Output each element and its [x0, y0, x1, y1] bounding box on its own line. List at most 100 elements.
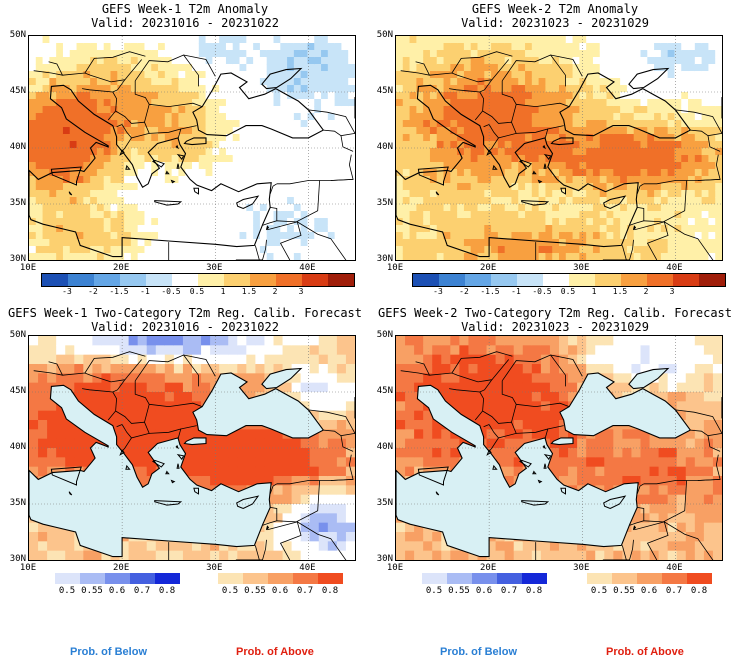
prob-swatch [587, 573, 612, 584]
colorbar-swatch [491, 274, 517, 286]
colorbar-label: -0.5 [532, 287, 552, 296]
colorbar-swatch [413, 274, 439, 286]
prob-swatch [522, 573, 547, 584]
prob-swatch [687, 573, 712, 584]
panel-valid-dates: Valid: 20231023 - 20231029 [461, 16, 649, 30]
colorbar-label: 1 [591, 287, 597, 296]
prob-swatch [55, 573, 80, 584]
lat-label: 35N [9, 198, 26, 208]
legend-prob-below: Prob. of Below [70, 646, 147, 658]
prob-label: 0.55 [81, 586, 103, 596]
coastlines [396, 67, 722, 260]
colorbar-swatch [198, 274, 224, 286]
colorbar-swatch [146, 274, 172, 286]
prob-swatch [155, 573, 180, 584]
prob-label: 0.7 [133, 586, 151, 596]
country-borders [33, 51, 355, 260]
prob-label: 0.5 [590, 586, 608, 596]
colorbar-label: 2 [643, 287, 649, 296]
colorbar-label: 3 [298, 287, 304, 296]
colorbar-label: -1 [511, 287, 521, 296]
coastlines [29, 67, 355, 260]
lat-label: 35N [9, 498, 26, 508]
prob-swatch [662, 573, 687, 584]
lat-label: 45N [9, 86, 26, 96]
prob-swatch [130, 573, 155, 584]
lon-label: 30E [573, 563, 590, 573]
prob-swatch [218, 573, 243, 584]
prob-swatch [318, 573, 343, 584]
colorbar-label: 0.5 [560, 287, 576, 296]
prob-above-bar [587, 573, 712, 584]
panel-week2-anomaly: GEFS Week-2 T2m Anomaly Valid: 20231023 … [370, 0, 740, 300]
prob-below-bar [422, 573, 547, 584]
colorbar-label: 1.5 [612, 287, 628, 296]
colorbar-swatch [328, 274, 354, 286]
colorbar-label: 1.5 [241, 287, 257, 296]
lon-label: 30E [206, 263, 223, 273]
prob-swatch [105, 573, 130, 584]
lat-label: 40N [376, 442, 393, 452]
lat-label: 40N [376, 142, 393, 152]
lon-label: 20E [113, 263, 130, 273]
colorbar-label: -3 [433, 287, 443, 296]
lat-label: 40N [9, 142, 26, 152]
map-week2-anomaly [395, 35, 723, 261]
lon-label: 10E [386, 563, 404, 573]
lat-label: 30N [9, 554, 26, 564]
prob-above-bar [218, 573, 343, 584]
lon-label: 40E [666, 263, 683, 273]
colorbar-swatch [595, 274, 621, 286]
colorbar-swatch [224, 274, 250, 286]
colorbar-swatch [673, 274, 699, 286]
prob-swatch [637, 573, 662, 584]
lat-label: 35N [376, 198, 393, 208]
colorbar-swatch [699, 274, 725, 286]
lon-label: 40E [299, 563, 316, 573]
legend-prob-above: Prob. of Above [236, 646, 314, 658]
colorbar-label: -1 [140, 287, 150, 296]
colorbar-label: -3 [62, 287, 72, 296]
legend-prob-above: Prob. of Above [606, 646, 684, 658]
colorbar-swatch [276, 274, 302, 286]
lat-label: 30N [376, 254, 393, 264]
colorbar-swatch [172, 274, 198, 286]
map-week1-probability [28, 335, 356, 561]
colorbar-label: 3 [669, 287, 675, 296]
colorbar-label: -1.5 [480, 287, 500, 296]
colorbar-swatch [42, 274, 68, 286]
country-borders [33, 351, 355, 560]
latlon-grid [396, 336, 722, 560]
lon-label: 10E [19, 263, 37, 273]
prob-swatch [243, 573, 268, 584]
prob-label: 0.8 [525, 586, 543, 596]
lat-label: 45N [376, 86, 393, 96]
prob-label: 0.55 [613, 586, 635, 596]
lat-label: 50N [376, 30, 393, 40]
colorbar-label: 0.5 [189, 287, 205, 296]
panel-valid-dates: Valid: 20231023 - 20231029 [461, 320, 649, 334]
country-borders [400, 51, 722, 260]
prob-label: 0.8 [321, 586, 339, 596]
colorbar-label: -0.5 [161, 287, 181, 296]
panel-week2-probability: GEFS Week-2 Two-Category T2m Reg. Calib.… [370, 300, 740, 662]
colorbar-swatch [439, 274, 465, 286]
lat-label: 50N [9, 330, 26, 340]
panel-title: GEFS Week-2 Two-Category T2m Reg. Calib.… [377, 306, 732, 320]
field-grid [396, 36, 722, 260]
lat-label: 50N [9, 30, 26, 40]
colorbar-label: -2 [88, 287, 98, 296]
field-grid [29, 36, 355, 260]
sea-mask [29, 368, 324, 557]
colorbar-swatch [517, 274, 543, 286]
prob-swatch [447, 573, 472, 584]
prob-label: 0.5 [425, 586, 443, 596]
prob-label: 0.8 [158, 586, 176, 596]
prob-swatch [293, 573, 318, 584]
lon-label: 40E [299, 263, 316, 273]
prob-label: 0.7 [296, 586, 314, 596]
country-borders [400, 351, 722, 560]
lat-label: 50N [376, 330, 393, 340]
panel-valid-dates: Valid: 20231016 - 20231022 [91, 16, 279, 30]
lon-label: 40E [666, 563, 683, 573]
